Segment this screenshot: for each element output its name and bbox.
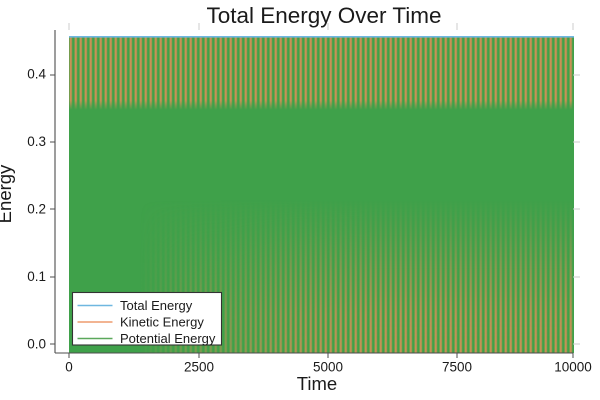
svg-text:0.4: 0.4 (27, 67, 46, 82)
svg-text:0.0: 0.0 (27, 337, 46, 352)
svg-text:0: 0 (65, 360, 73, 375)
svg-text:0.3: 0.3 (27, 134, 46, 149)
svg-text:Total Energy: Total Energy (120, 298, 193, 313)
svg-text:0.2: 0.2 (27, 202, 46, 217)
svg-text:10000: 10000 (554, 360, 592, 375)
svg-text:0.1: 0.1 (27, 269, 46, 284)
svg-text:Potential Energy: Potential Energy (120, 331, 216, 346)
svg-text:Kinetic Energy: Kinetic Energy (120, 315, 204, 330)
